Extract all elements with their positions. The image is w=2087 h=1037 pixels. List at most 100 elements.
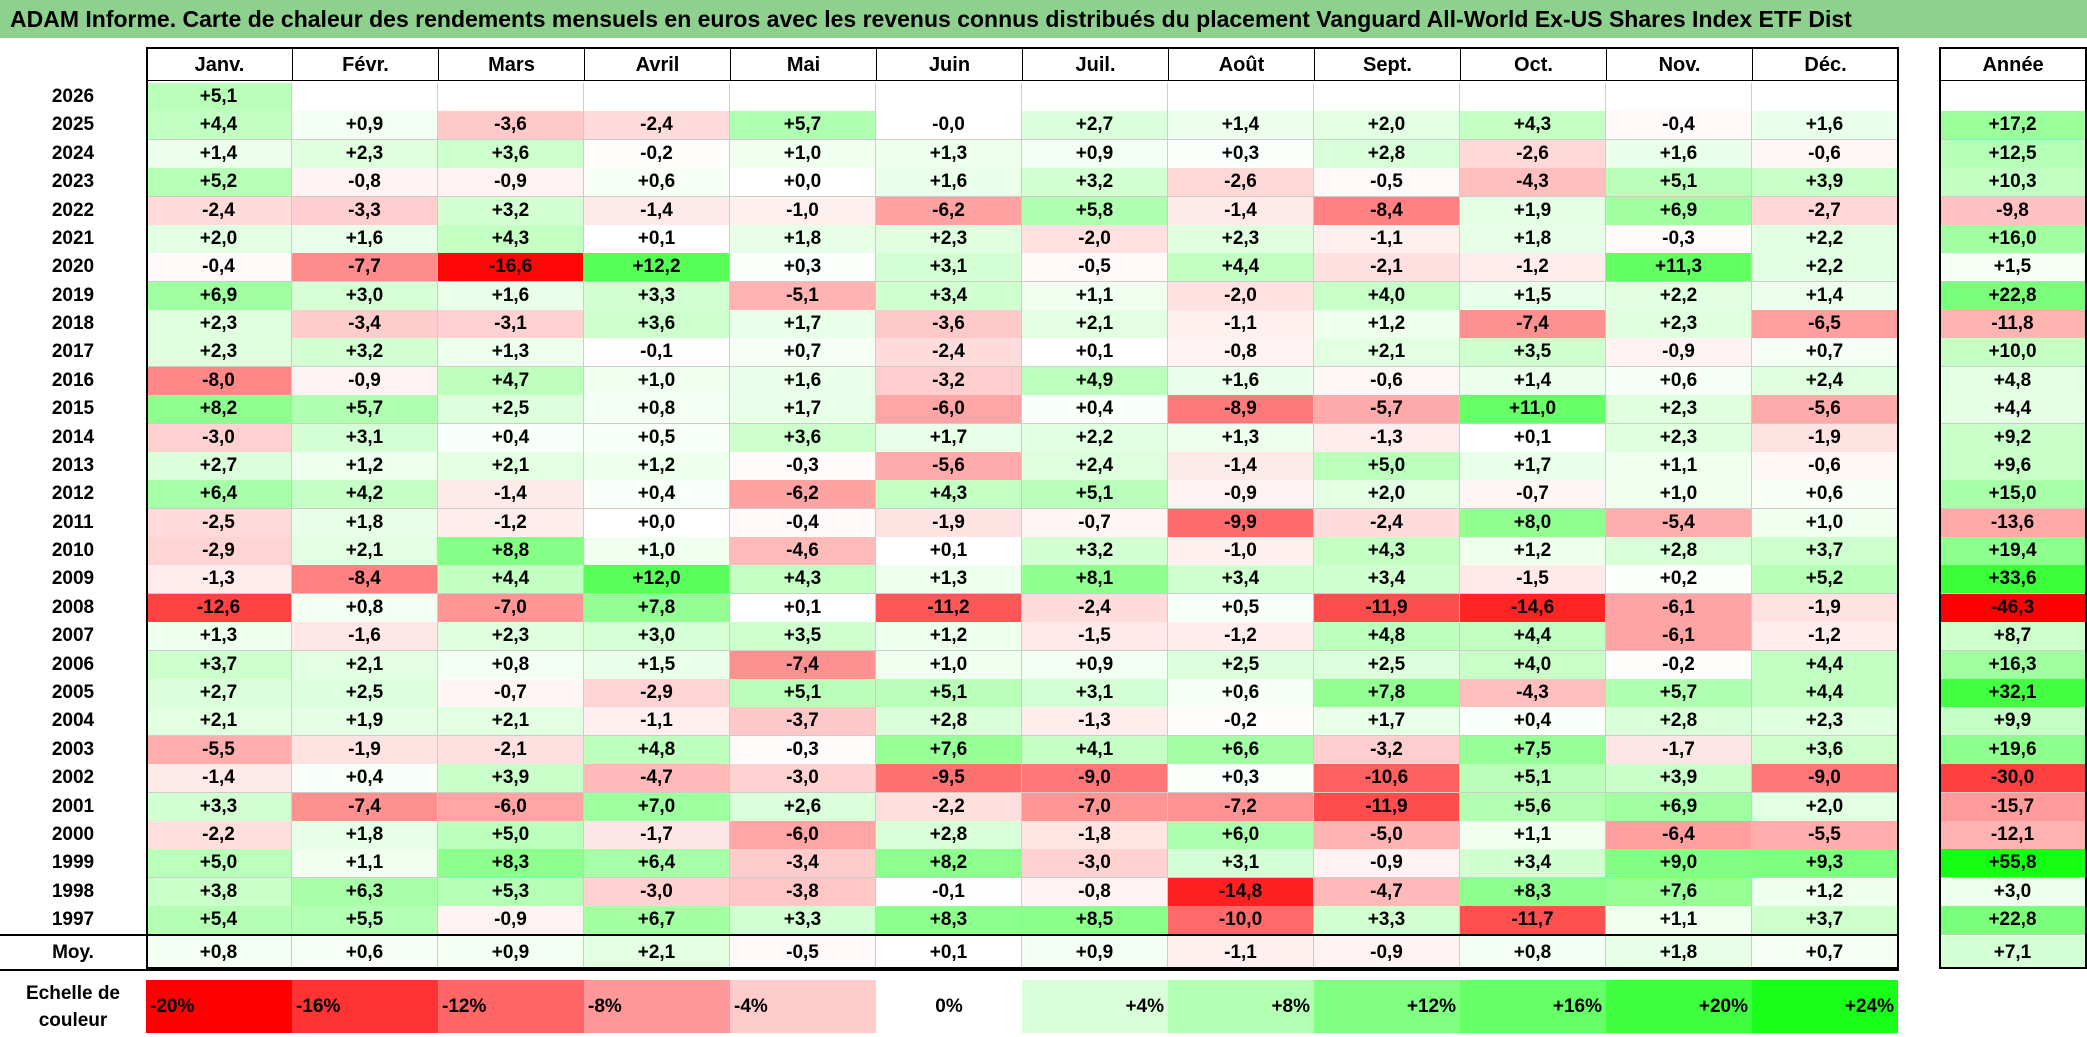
heatmap-cell: +0,1: [730, 593, 876, 623]
average-cell: +0,8: [1460, 936, 1606, 969]
heatmap-cell: -1,5: [1460, 565, 1606, 595]
heatmap-cell: +4,0: [1314, 281, 1460, 311]
heatmap-cell: -1,2: [1752, 622, 1898, 652]
heatmap-cell: -0,1: [584, 338, 730, 368]
heatmap-cell: +6,6: [1168, 735, 1314, 765]
heatmap-cell: +2,3: [292, 139, 438, 169]
heatmap-cell: -5,5: [146, 735, 292, 765]
heatmap-cell: -1,9: [292, 735, 438, 765]
heatmap-cell: -0,4: [1606, 111, 1752, 141]
heatmap-cell: +3,6: [584, 310, 730, 340]
heatmap-cell: +6,9: [1606, 792, 1752, 822]
heatmap-cell: -0,9: [1168, 480, 1314, 510]
heatmap-cell: +1,6: [1168, 366, 1314, 396]
heatmap-cell: +5,1: [730, 678, 876, 708]
heatmap-cell: +1,6: [1752, 111, 1898, 141]
heatmap-cell: -9,0: [1752, 764, 1898, 794]
heatmap-cell: +3,9: [1606, 764, 1752, 794]
year-label: 2016: [51, 369, 95, 391]
heatmap-cell: -8,4: [292, 565, 438, 595]
year-label: 2017: [51, 341, 95, 363]
heatmap-cell: +4,4: [1168, 253, 1314, 283]
scale-swatch: -12%: [438, 980, 584, 1033]
month-header: Mars: [438, 47, 585, 81]
heatmap-cell: +3,3: [1314, 906, 1460, 936]
heatmap-cell: -1,3: [146, 565, 292, 595]
heatmap-cell: -1,6: [292, 622, 438, 652]
heatmap-cell: -0,2: [1168, 707, 1314, 737]
heatmap-cell: -2,4: [584, 111, 730, 141]
heatmap-cell: +8,5: [1022, 906, 1168, 936]
heatmap-cell: +1,3: [876, 139, 1022, 169]
heatmap-cell: -2,4: [876, 338, 1022, 368]
heatmap-cell: +0,6: [584, 168, 730, 198]
heatmap-cell: [1606, 83, 1752, 112]
heatmap-cell: [1460, 83, 1606, 112]
heatmap-cell: -0,9: [1606, 338, 1752, 368]
annual-cell: +4,4: [1939, 395, 2087, 425]
heatmap-cell: +1,6: [292, 224, 438, 254]
scale-swatch: -8%: [584, 980, 730, 1033]
scale-swatch: +8%: [1168, 980, 1314, 1033]
heatmap-cell: -0,7: [1460, 480, 1606, 510]
annual-cell: +16,0: [1939, 224, 2087, 254]
heatmap-cell: -4,7: [1314, 877, 1460, 907]
heatmap-cell: +7,6: [1606, 877, 1752, 907]
heatmap-cell: +3,4: [1168, 565, 1314, 595]
heatmap-cell: -3,0: [584, 877, 730, 907]
heatmap-cell: -1,4: [1168, 196, 1314, 226]
heatmap-cell: +2,2: [1022, 423, 1168, 453]
heatmap-cell: -6,0: [438, 792, 584, 822]
heatmap-cell: +5,7: [1606, 678, 1752, 708]
heatmap-cell: +3,4: [1460, 849, 1606, 879]
heatmap-cell: -2,0: [1168, 281, 1314, 311]
heatmap-cell: +0,4: [1460, 707, 1606, 737]
heatmap-cell: +5,7: [730, 111, 876, 141]
heatmap-cell: +3,7: [1752, 906, 1898, 936]
heatmap-cell: -16,6: [438, 253, 584, 283]
heatmap-cell: -2,4: [1314, 508, 1460, 538]
heatmap-cell: +8,2: [876, 849, 1022, 879]
heatmap-cell: -3,4: [292, 310, 438, 340]
heatmap-cell: +2,5: [292, 678, 438, 708]
heatmap-cell: +2,0: [146, 224, 292, 254]
heatmap-cell: -6,2: [730, 480, 876, 510]
month-header: Oct.: [1460, 47, 1607, 81]
heatmap-cell: +5,1: [1606, 168, 1752, 198]
heatmap-cell: -1,0: [1168, 537, 1314, 567]
heatmap-cell: +1,1: [1606, 906, 1752, 936]
heatmap-cell: +1,5: [1460, 281, 1606, 311]
heatmap-cell: -4,7: [584, 764, 730, 794]
heatmap-cell: -3,2: [876, 366, 1022, 396]
annual-cell: [1939, 83, 2087, 112]
heatmap-cell: +5,1: [876, 678, 1022, 708]
scale-swatch: -16%: [292, 980, 438, 1033]
heatmap-cell: +2,1: [438, 451, 584, 481]
heatmap-cell: -5,6: [1752, 395, 1898, 425]
year-label: 1999: [51, 852, 95, 874]
heatmap-cell: +6,3: [292, 877, 438, 907]
heatmap-cell: +3,7: [1752, 537, 1898, 567]
heatmap-cell: +1,1: [1606, 451, 1752, 481]
heatmap-cell: +3,5: [730, 622, 876, 652]
year-header: Année: [1939, 47, 2087, 81]
heatmap-cell: -5,7: [1314, 395, 1460, 425]
heatmap-cell: +5,6: [1460, 792, 1606, 822]
heatmap-cell: +1,3: [1168, 423, 1314, 453]
heatmap-cell: +0,9: [1022, 650, 1168, 680]
year-label: 2019: [51, 284, 95, 306]
heatmap-cell: +3,2: [1022, 537, 1168, 567]
heatmap-cell: +3,9: [1752, 168, 1898, 198]
month-header: Juin: [876, 47, 1023, 81]
heatmap-cell: +2,4: [1022, 451, 1168, 481]
heatmap-cell: -1,7: [584, 820, 730, 850]
annual-cell: +22,8: [1939, 906, 2087, 936]
heatmap-cell: +4,4: [438, 565, 584, 595]
annual-cell: +10,3: [1939, 168, 2087, 198]
heatmap-cell: +3,6: [438, 139, 584, 169]
heatmap-cell: +1,6: [730, 366, 876, 396]
heatmap-cell: [438, 83, 584, 112]
heatmap-cell: +1,9: [292, 707, 438, 737]
heatmap-cell: +1,2: [584, 451, 730, 481]
annual-cell: +55,8: [1939, 849, 2087, 879]
